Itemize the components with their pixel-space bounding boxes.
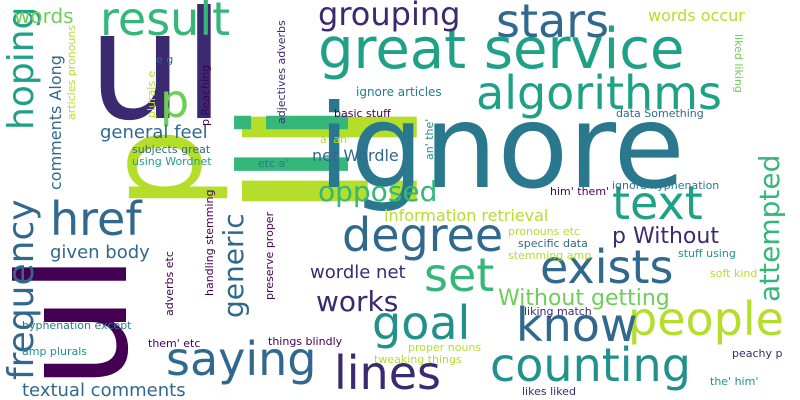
cloud-word-exists: exists [540, 240, 674, 294]
cloud-word-result: result [100, 0, 231, 46]
cloud-word-p-without: p Without [612, 224, 719, 249]
cloud-word-soft-kind: soft kind [710, 267, 758, 280]
cloud-word-generic: generic [217, 213, 250, 318]
cloud-word-likes-liked: likes liked [522, 385, 576, 398]
cloud-word-basic-stuff: basic stuff [334, 107, 391, 120]
cloud-word-text: text [612, 176, 703, 230]
cloud-word-p: p [160, 74, 190, 128]
cloud-word-textual-comments: textual comments [22, 380, 186, 400]
cloud-word-them-etc: them' etc [148, 337, 201, 350]
cloud-word-given-body: given body [50, 242, 150, 263]
cloud-word-etc-a: etc a' [258, 157, 289, 170]
cloud-word-stuff-using: stuff using [678, 247, 736, 260]
cloud-word-people: people [628, 292, 784, 346]
cloud-word-degree: degree [342, 208, 504, 262]
cloud-word-articles-pronouns: articles pronouns [65, 24, 78, 120]
cloud-word-using-wordnet: using Wordnet [132, 155, 212, 168]
cloud-word-stars: stars [496, 0, 610, 48]
cloud-word-a-an: a' an' [320, 133, 350, 146]
cloud-word-attempted: attempted [753, 154, 786, 302]
cloud-word-adjectives-adverbs: adjectives adverbs [275, 20, 288, 124]
cloud-word-peachy-p: peachy p [732, 347, 783, 360]
cloud-word-subjects-great: subjects great [132, 143, 211, 156]
cloud-word-goal: goal [372, 296, 471, 350]
cloud-word-specific-data: specific data [518, 237, 588, 250]
cloud-word-plurals-e: plurals e [145, 70, 158, 118]
cloud-word-general-feel: general feel [100, 122, 208, 143]
cloud-word-know: know [516, 298, 638, 352]
cloud-word-comments-along: comments Along [46, 55, 65, 190]
cloud-word-href: href [50, 192, 142, 246]
cloud-word-words-occur: words occur [648, 6, 745, 25]
cloud-word-ignore-hyphenation: ignore hyphenation [612, 179, 720, 192]
cloud-word-e-g: e g [156, 53, 174, 66]
cloud-word-stemming-amp: stemming amp [508, 249, 592, 262]
cloud-word-data-something: data Something [616, 107, 704, 120]
cloud-word-the-him: the' him' [710, 375, 759, 388]
cloud-word-ignore-articles: ignore articles [356, 85, 442, 99]
cloud-word-hyphenation-except: hyphenation except [22, 319, 132, 332]
cloud-word-saying: saying [166, 332, 317, 386]
cloud-word-information-retrieval: information retrieval [384, 206, 549, 225]
cloud-word-liking-match: liking match [524, 305, 592, 318]
cloud-word-algorithms: algorithms [476, 66, 722, 120]
cloud-word-grouping: grouping [318, 0, 461, 33]
cloud-word-adverbs-etc: adverbs etc [163, 251, 176, 316]
cloud-word-proper-nouns: proper nouns [408, 341, 482, 354]
cloud-word-net-wordle: net Wordle [312, 146, 399, 165]
cloud-word-opposed: opposed [318, 175, 438, 208]
cloud-word-without-getting: Without getting [498, 286, 670, 311]
cloud-word-him-them: him' them' [550, 185, 610, 198]
cloud-word-lines: lines [334, 346, 441, 400]
cloud-word-p-reaching: p Reaching [199, 64, 212, 126]
cloud-word-set: set [424, 248, 495, 302]
cloud-word-tweaking-things: tweaking things [374, 353, 462, 366]
cloud-word-handling-stemming: handling stemming [203, 189, 216, 296]
cloud-word-counting: counting [490, 338, 691, 392]
cloud-word-pronouns-etc: pronouns etc [508, 225, 580, 238]
cloud-word-preserve-proper: preserve proper [263, 211, 276, 300]
cloud-word-things-blindly: things blindly [268, 335, 343, 348]
cloud-word-liked-liking: liked liking [732, 34, 745, 93]
cloud-word-amp-plurals: amp plurals [22, 345, 87, 358]
cloud-word-great-service: great service [318, 17, 685, 82]
cloud-word-wordle-net: wordle net [310, 262, 406, 283]
cloud-word-ignore: ignore [318, 80, 685, 215]
cloud-word-words: words [14, 4, 74, 28]
cloud-word-an-the: an' the' [423, 118, 436, 160]
cloud-word-works: works [316, 285, 399, 318]
cloud-word-ul: ul [88, 0, 225, 154]
